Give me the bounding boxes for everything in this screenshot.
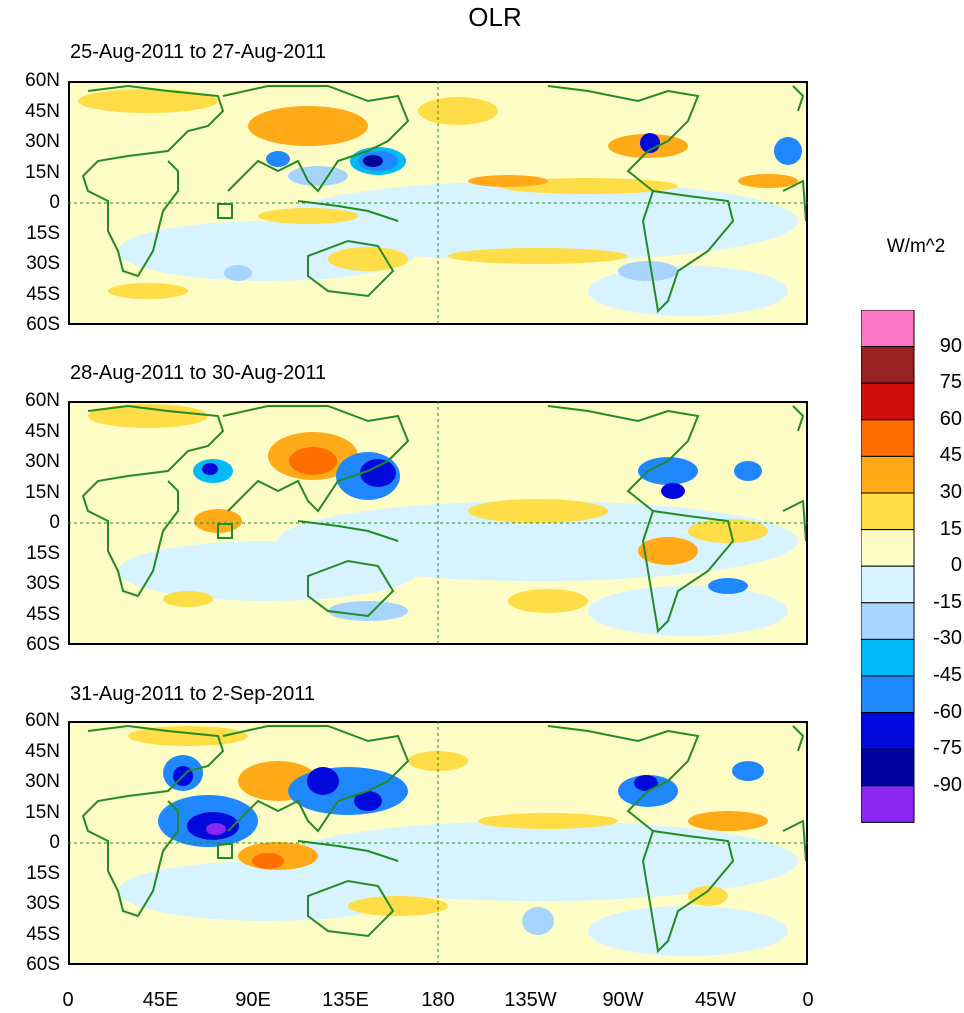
colorbar-tick-label: 0 [950, 554, 962, 577]
colorbar-swatch [861, 492, 915, 531]
y-tick-label: 15N [25, 801, 60, 823]
colorbar-units: W/m^2 [886, 236, 946, 257]
colorbar-tick-label: 15 [939, 517, 962, 540]
colorbar-tick-label: 30 [939, 481, 962, 503]
y-tick-label: 0 [49, 512, 60, 533]
x-tick-label: 0 [62, 989, 74, 1011]
y-tick-label: 60N [25, 710, 60, 731]
colorbar-tick-label: 75 [939, 371, 962, 394]
colorbar-swatch [861, 712, 915, 750]
colorbar-swatch [861, 748, 915, 787]
y-tick-label: 30S [26, 253, 60, 274]
colorbar-swatch [861, 346, 915, 384]
map-panel-3-svg [68, 721, 808, 965]
colorbar-tick-label: -45 [933, 664, 962, 686]
y-tick-label: 15S [26, 862, 60, 884]
y-tick-label: 60S [26, 634, 60, 655]
y-tick-label: 60S [26, 954, 60, 975]
x-tick-label: 90W [602, 989, 644, 1011]
colorbar-tick-label: 90 [939, 334, 962, 357]
y-tick-label: 15N [25, 161, 60, 183]
y-tick-label: 45N [25, 100, 60, 122]
y-tick-label: 45S [26, 283, 60, 305]
x-tick-label: 45W [694, 989, 737, 1011]
map-panel-2-svg [68, 401, 808, 645]
y-tick-label: 0 [49, 832, 60, 853]
x-tick-label: 135E [322, 989, 369, 1011]
y-tick-label: 60N [25, 70, 60, 91]
y-tick-label: 15N [25, 481, 60, 503]
colorbar-swatch [861, 419, 915, 457]
x-tick-label: 135W [504, 989, 557, 1011]
olr-anomaly-fields-2 [88, 404, 768, 621]
y-tick-label: 30N [25, 771, 60, 792]
colorbar-tick-label: -90 [933, 773, 962, 796]
map-panel-1-svg [68, 81, 808, 325]
y-tick-label: 30N [25, 451, 60, 472]
colorbar-swatch [861, 638, 915, 677]
colorbar-tick-label: 60 [939, 407, 962, 430]
y-tick-label: 30N [25, 131, 60, 152]
y-tick-label: 60N [25, 390, 60, 411]
panel-2-title: 28-Aug-2011 to 30-Aug-2011 [70, 362, 327, 384]
colorbar-swatch [861, 382, 915, 421]
panel-1-title: 25-Aug-2011 to 27-Aug-2011 [70, 41, 327, 63]
y-tick-label: 45N [25, 420, 60, 442]
olr-anomaly-fields-1 [78, 89, 802, 299]
y-tick-label: 60S [26, 314, 60, 335]
y-tick-label: 30S [26, 573, 60, 594]
colorbar-tick-label: -15 [933, 590, 962, 613]
map-panel-1 [68, 81, 808, 325]
colorbar-swatch [861, 529, 915, 567]
colorbar [861, 310, 915, 823]
colorbar-swatch [861, 785, 915, 823]
y-tick-label: 45S [26, 603, 60, 625]
colorbar-tick-label: -60 [933, 700, 962, 723]
x-tick-label: 180 [421, 989, 455, 1011]
y-tick-label: 15S [26, 542, 60, 564]
chart-title: OLR [468, 2, 522, 32]
x-tick-label: 90E [235, 989, 271, 1011]
y-tick-label: 0 [49, 192, 60, 213]
colorbar-swatch [861, 310, 915, 348]
y-tick-label: 45S [26, 923, 60, 945]
map-panel-2 [68, 401, 808, 645]
colorbar-tick-label: 45 [939, 444, 962, 467]
map-panel-3 [68, 721, 808, 965]
colorbar-tick-label: -30 [933, 627, 962, 650]
y-tick-label: 30S [26, 893, 60, 914]
y-tick-label: 15S [26, 222, 60, 244]
colorbar-tick-label: -75 [933, 737, 962, 760]
colorbar-swatch [861, 455, 915, 494]
colorbar-swatch [861, 565, 915, 604]
x-tick-label: 0 [802, 989, 814, 1011]
panel-3-title: 31-Aug-2011 to 2-Sep-2011 [70, 683, 315, 705]
x-tick-label: 45E [142, 989, 179, 1011]
colorbar-swatch [861, 602, 915, 640]
colorbar-swatch [861, 675, 915, 714]
y-tick-label: 45N [25, 740, 60, 762]
